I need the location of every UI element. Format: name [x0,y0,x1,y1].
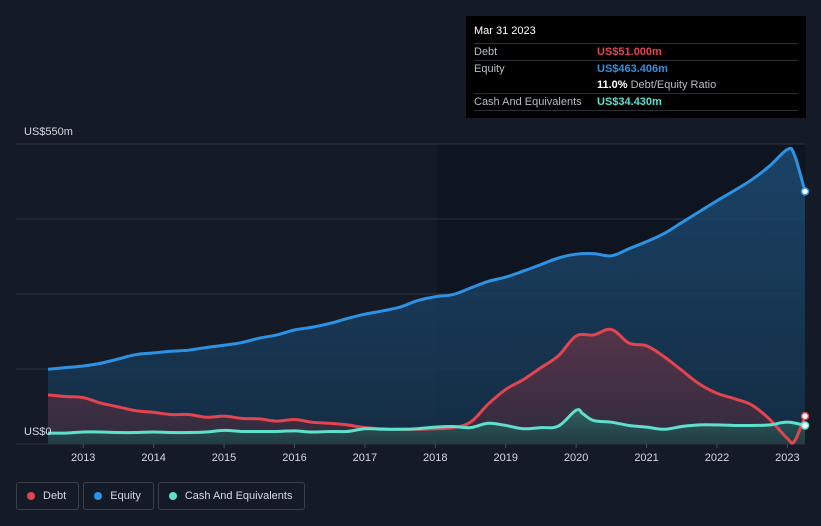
x-tick-label: 2023 [775,452,799,464]
legend-label: Equity [110,490,141,502]
tooltip-bottom-rule [474,110,798,112]
y-tick-label-zero: US$0 [24,426,52,438]
cash-end-marker [800,421,810,430]
cash-line [47,408,806,435]
tooltip-row-equity: Equity US$463.406m [474,60,798,77]
tooltip-row-debt: Debt US$51.000m [474,43,798,60]
legend-item-debt[interactable]: Debt [16,482,80,510]
tooltip-ratio-label: Debt/Equity Ratio [630,79,717,91]
tooltip-label [474,77,597,93]
tooltip-date: Mar 31 2023 [474,25,536,37]
x-tick-label: 2018 [423,452,447,464]
x-axis: 2013 2014 2015 2016 2017 2018 2019 2020 2021 2022… [71,444,800,464]
tooltip-row-ratio: 11.0% Debt/Equity Ratio [474,77,798,93]
x-tick-label: 2020 [564,452,588,464]
x-tick-label: 2019 [493,452,517,464]
legend-label: Cash And Equivalents [184,490,293,502]
debt-dot-icon [27,492,35,500]
x-tick-label: 2022 [705,452,729,464]
tooltip-value-equity: US$463.406m [597,63,668,75]
series-markers [800,187,810,430]
equity-end-marker [800,187,810,196]
legend-item-cash[interactable]: Cash And Equivalents [157,482,306,510]
x-tick-label: 2017 [353,452,377,464]
tooltip-row-cash: Cash And Equivalents US$34.430m [474,93,798,110]
equity-dot-icon [94,492,103,500]
tooltip-label: Cash And Equivalents [474,96,582,108]
y-tick-label-max: US$550m [24,126,73,138]
tooltip-label: Debt [474,46,498,58]
tooltip-value-cash: US$34.430m [597,96,662,108]
legend-item-equity[interactable]: Equity [83,482,154,510]
tooltip-value-ratio: 11.0% [597,79,628,91]
x-tick-label: 2013 [71,452,95,464]
equity-line [47,146,807,371]
series-areas [48,148,805,444]
series-lines [47,146,807,445]
tooltip-label: Equity [474,63,505,75]
debt-end-marker [800,411,810,421]
debt-area [48,329,805,444]
legend-label: Debt [43,490,67,502]
cash-dot-icon [168,492,177,500]
tooltip-value-debt: US$51.000m [597,46,662,58]
x-tick-label: 2014 [141,452,165,464]
x-tick-label: 2015 [212,452,236,464]
x-tick-label: 2016 [282,452,306,464]
debt-line [47,327,807,445]
cash-area [48,409,805,444]
legend: Debt Equity Cash And Equivalents [16,482,306,510]
tooltip-panel: Mar 31 2023 Debt US$51.000m Equity US$46… [466,16,806,118]
x-tick-label: 2021 [634,452,658,464]
